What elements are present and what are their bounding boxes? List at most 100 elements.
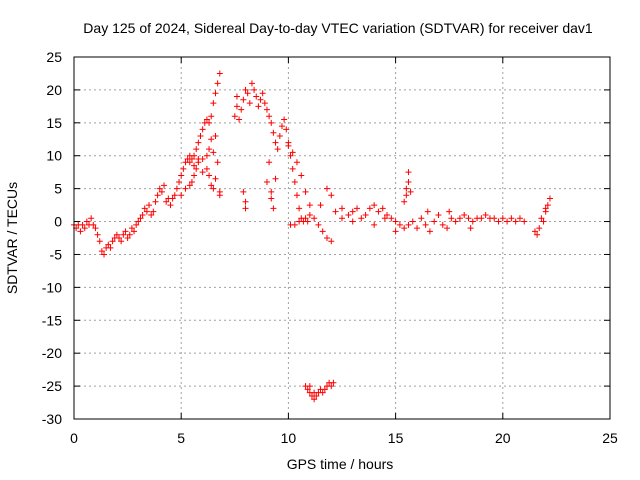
data-point [278,123,285,130]
data-point [139,211,146,218]
data-point [161,182,168,189]
data-point [403,185,410,192]
data-point [456,215,463,222]
data-point [126,231,133,238]
data-point [289,149,296,156]
data-point [199,156,206,163]
y-tick-label: 5 [54,181,62,197]
data-point [146,202,153,209]
data-point [109,238,116,245]
data-point [188,156,195,163]
data-point [208,182,215,189]
data-point [272,175,279,182]
data-point [203,152,210,159]
data-point [418,215,425,222]
data-point [92,225,99,232]
data-point [467,225,474,232]
data-point [448,215,455,222]
data-point [375,208,382,215]
data-point [233,93,240,100]
data-point [238,106,245,113]
data-point [328,192,335,199]
data-point [384,211,391,218]
data-point [349,218,356,225]
data-point [206,119,213,126]
data-point [210,100,217,107]
data-point [210,149,217,156]
data-point [461,211,468,218]
data-point [270,129,277,136]
data-point [296,218,303,225]
data-point [131,228,138,235]
data-point [242,205,249,212]
data-point [311,396,318,403]
data-point [255,103,262,110]
data-point [504,218,511,225]
data-point [244,90,251,97]
data-point [263,179,270,186]
data-point [101,251,108,258]
data-point [178,172,185,179]
data-point [405,221,412,228]
x-tick-label: 25 [602,430,618,446]
data-point [306,202,313,209]
data-point [426,228,433,235]
data-point [531,228,538,235]
data-point [116,235,123,241]
data-point [242,198,249,205]
data-point [358,215,365,222]
data-point [403,192,410,199]
series-evening-track [317,169,553,238]
data-point [283,126,290,133]
data-point [212,90,219,97]
data-point [150,208,157,215]
data-point [124,235,131,241]
data-point [94,231,101,238]
series-negative-outlier-cluster [302,379,337,403]
data-point [339,215,345,222]
data-point [154,192,161,199]
data-point [298,172,305,179]
data-point [182,185,189,192]
data-point [214,159,221,166]
data-point [188,179,195,186]
y-tick-label: -20 [42,345,62,361]
data-point [362,211,369,218]
y-axis-label: SDTVAR / TECUs [4,182,20,294]
data-point [88,215,95,222]
data-point [143,208,150,215]
data-point [482,211,489,218]
y-tick-label: 25 [46,49,62,65]
data-point [208,136,215,143]
data-point [236,116,243,123]
y-tick-label: -5 [50,246,63,262]
data-point [371,221,378,228]
data-point [133,221,140,228]
data-point [240,96,247,103]
data-point [199,126,206,133]
data-point [268,188,275,195]
data-point [122,228,129,235]
data-point [465,215,472,222]
data-point [79,221,86,228]
data-point [392,228,399,235]
data-point [296,205,303,212]
data-point [332,208,339,215]
data-point [345,211,352,218]
x-axis-label: GPS time / hours [287,456,394,472]
data-marks [71,70,553,403]
data-point [381,215,388,222]
grid-layer [74,57,610,419]
data-point [191,172,198,179]
data-point [83,218,90,225]
data-point [446,208,453,215]
data-point [128,225,135,232]
data-point [339,205,345,212]
data-point [424,208,431,215]
data-point [311,389,318,396]
data-point [193,146,200,153]
data-point [289,165,296,172]
data-point [469,218,476,225]
data-point [315,221,322,228]
data-point [118,238,125,245]
